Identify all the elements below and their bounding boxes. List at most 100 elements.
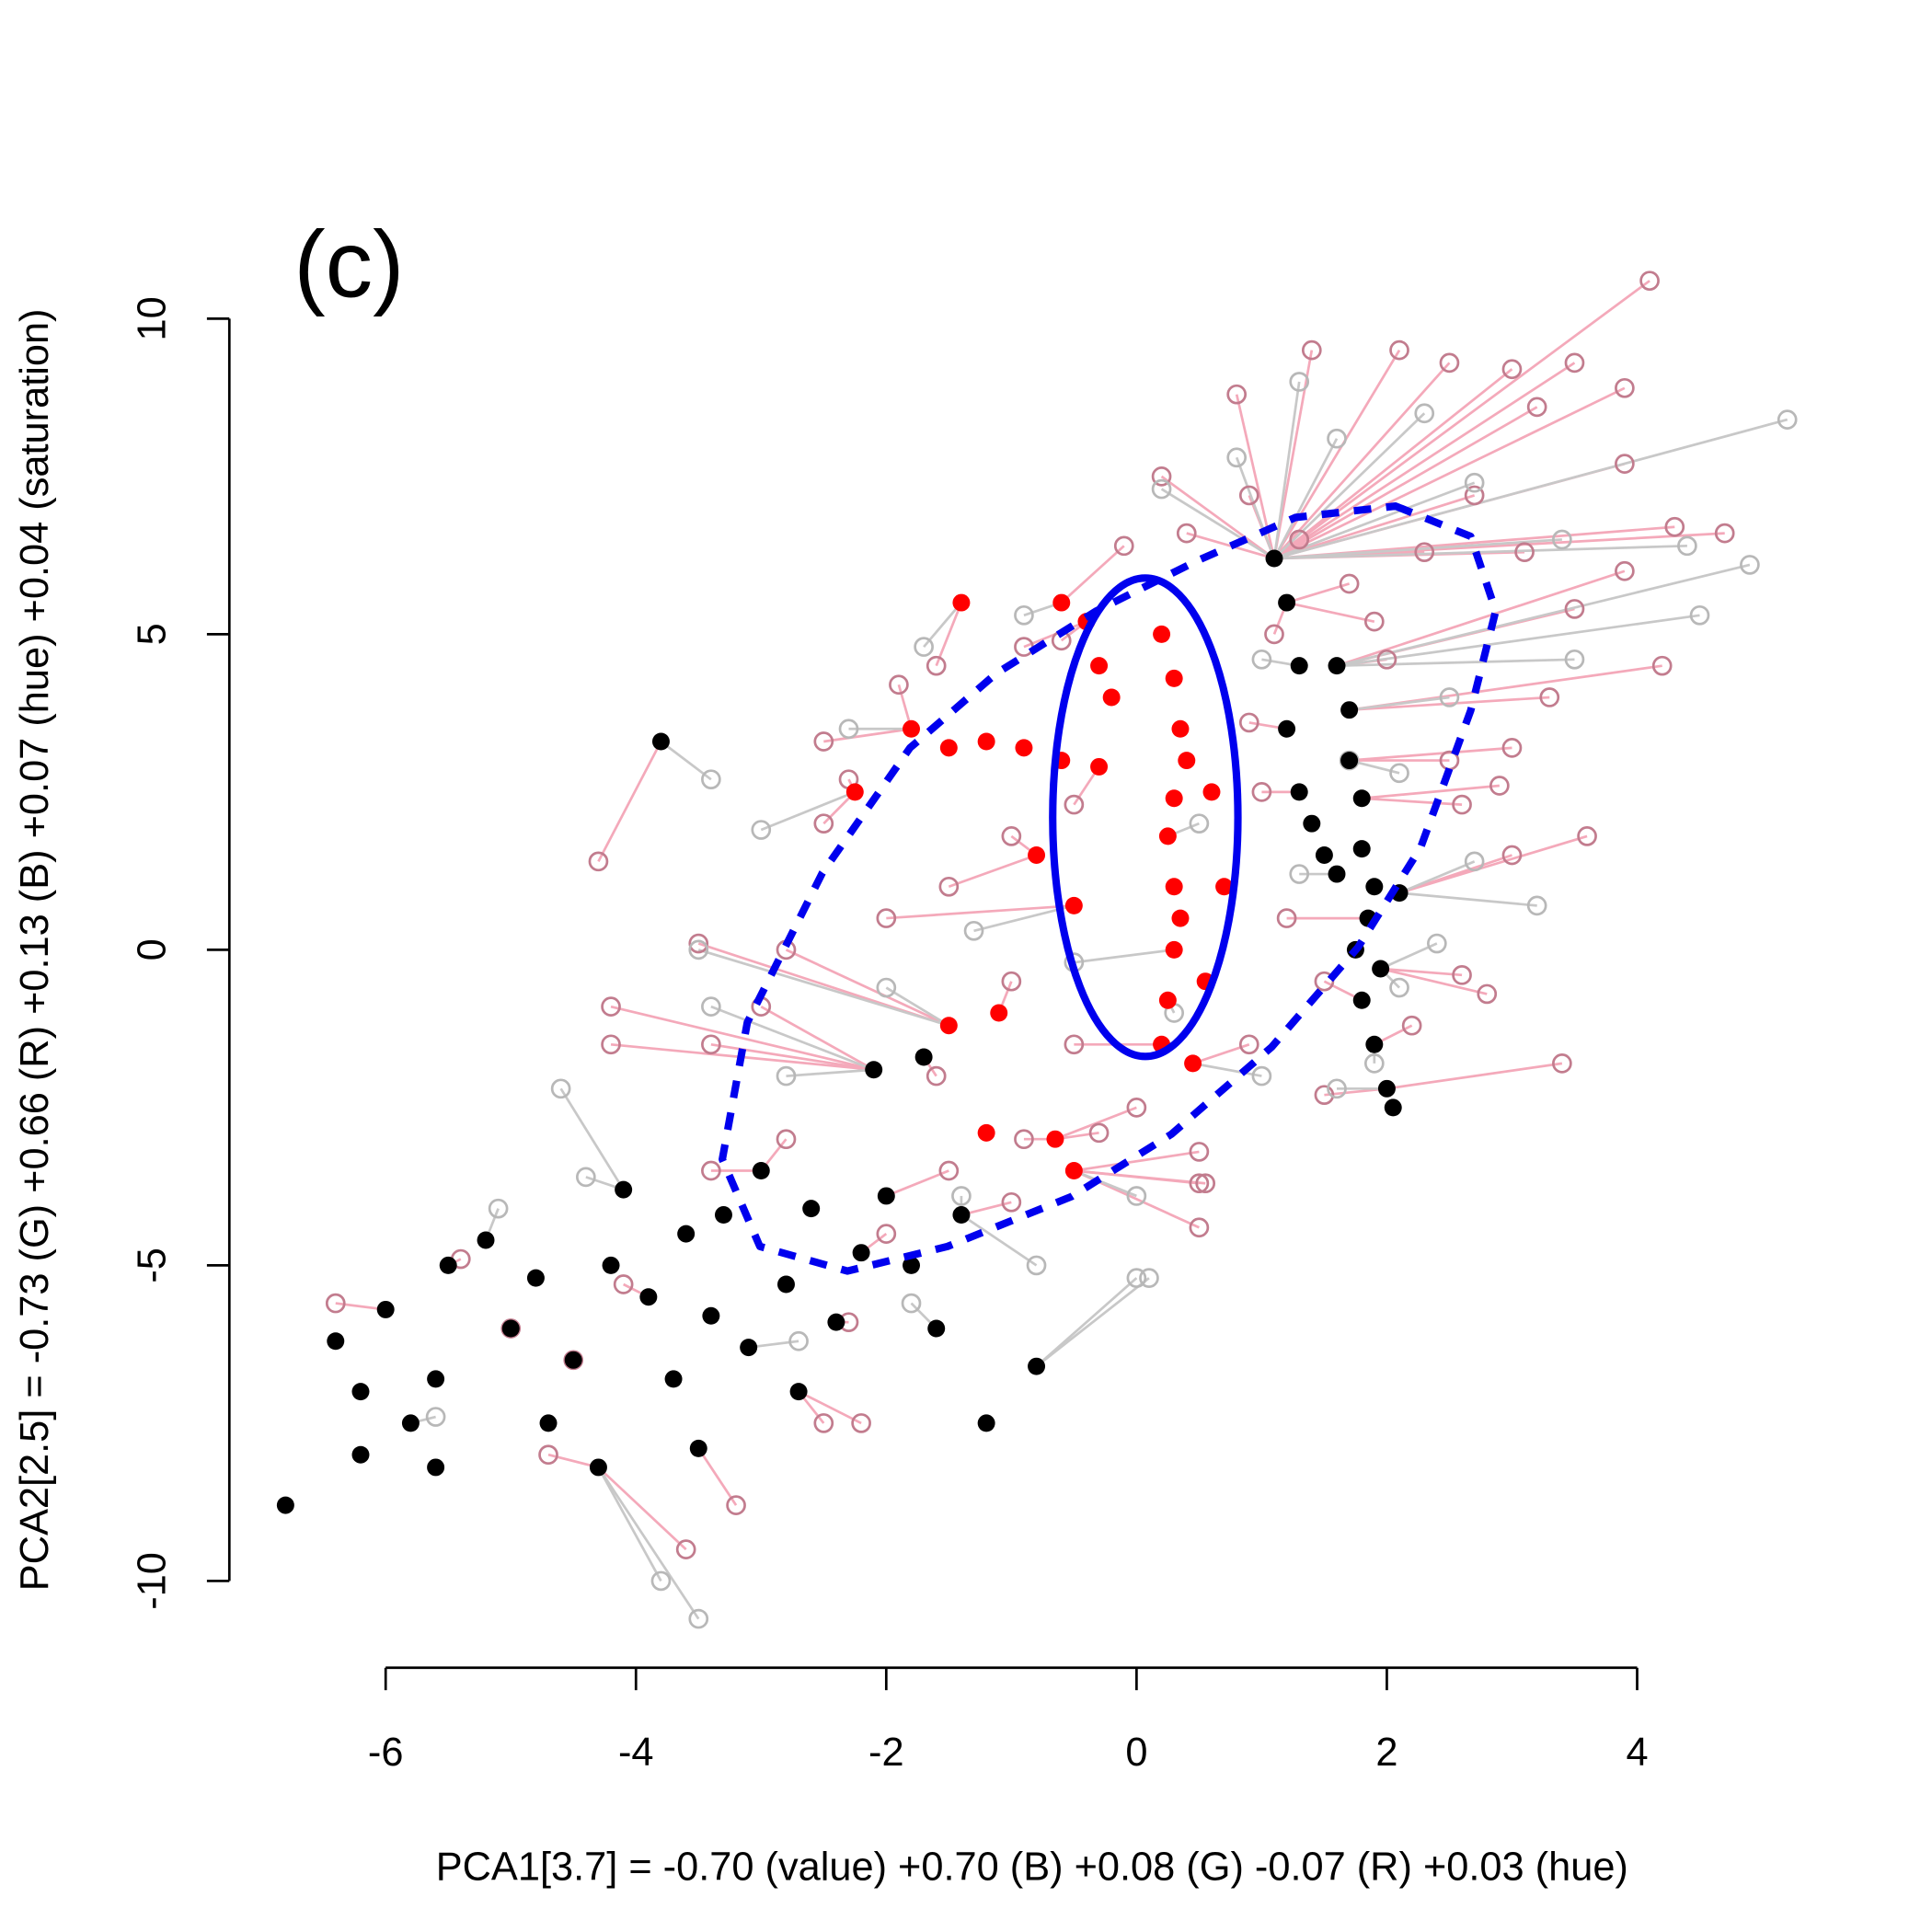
link-line — [1273, 538, 1562, 560]
point — [501, 1319, 520, 1338]
link-line — [760, 790, 856, 832]
point — [1564, 649, 1585, 670]
point — [1289, 529, 1310, 550]
point — [1289, 372, 1310, 392]
point — [1340, 701, 1359, 719]
point — [1064, 1034, 1085, 1055]
point — [1001, 826, 1022, 846]
link-line — [1186, 532, 1275, 560]
link-line — [1273, 362, 1576, 560]
point — [889, 674, 909, 696]
link-line — [697, 949, 949, 1028]
link-line — [1336, 658, 1575, 668]
point — [813, 813, 834, 834]
point — [1327, 428, 1347, 449]
point — [1264, 624, 1284, 645]
point — [1439, 687, 1460, 707]
point — [276, 1496, 294, 1514]
point — [1352, 991, 1371, 1009]
point — [1001, 1191, 1022, 1213]
point — [939, 1017, 958, 1035]
point — [1526, 397, 1547, 418]
link-line — [1349, 696, 1550, 712]
point — [664, 1370, 683, 1388]
point — [677, 1225, 696, 1243]
link-line — [1273, 368, 1513, 560]
point — [1090, 757, 1109, 776]
y-tick-label: -10 — [130, 1552, 174, 1610]
point — [813, 731, 834, 752]
link-line — [935, 602, 963, 667]
point — [1315, 845, 1333, 864]
x-axis-label: PCA1[3.7] = -0.70 (value) +0.70 (B) +0.0… — [436, 1846, 1628, 1890]
point — [1365, 1035, 1384, 1053]
link-line — [710, 1042, 874, 1072]
x-tick-label: -4 — [618, 1731, 654, 1775]
point — [952, 593, 971, 612]
point — [1090, 657, 1109, 675]
point — [576, 1167, 596, 1188]
point — [1226, 447, 1248, 468]
point — [1126, 1186, 1147, 1206]
point — [1664, 516, 1685, 537]
point — [1577, 826, 1597, 846]
y-axis-label: PCA2[2.5] = -0.73 (G) +0.66 (R) +0.13 (B… — [13, 309, 57, 1592]
point — [1165, 940, 1183, 959]
point — [1615, 560, 1635, 581]
link-line — [886, 904, 1075, 920]
link-line — [1349, 696, 1450, 712]
point — [851, 1413, 871, 1433]
point — [1303, 814, 1321, 833]
link-line — [1272, 349, 1401, 559]
point — [588, 851, 609, 872]
point — [1251, 1065, 1272, 1087]
point — [876, 977, 897, 998]
link-line — [960, 1213, 1038, 1267]
point — [1526, 895, 1547, 916]
point — [1389, 339, 1409, 361]
link-line — [1272, 438, 1339, 559]
point — [1651, 655, 1673, 676]
link-line — [786, 1068, 874, 1077]
link-line — [1273, 544, 1687, 560]
point — [789, 1383, 808, 1401]
link-line — [1380, 967, 1488, 995]
link-line — [1286, 601, 1375, 623]
point — [615, 1180, 633, 1199]
point — [589, 1458, 607, 1477]
point — [1165, 878, 1183, 896]
y-tick-label: -5 — [130, 1248, 174, 1283]
point — [1139, 1268, 1159, 1288]
link-line — [597, 1466, 687, 1551]
point — [376, 1300, 395, 1318]
point — [702, 1306, 720, 1325]
link-line — [597, 741, 662, 862]
point — [526, 1269, 545, 1287]
point — [701, 769, 721, 789]
point — [1046, 1130, 1064, 1148]
boundary-curve — [719, 502, 1500, 1275]
point — [601, 1034, 621, 1055]
link-line — [885, 986, 950, 1027]
point — [1189, 813, 1210, 834]
point — [1151, 478, 1172, 500]
link-line — [1273, 406, 1538, 560]
point — [901, 1293, 922, 1314]
link-line — [1192, 1062, 1262, 1077]
link-line — [1349, 746, 1512, 762]
point — [613, 1274, 634, 1294]
point — [550, 1078, 571, 1099]
link-line — [1336, 614, 1700, 668]
point — [1340, 752, 1359, 770]
link-line — [559, 1087, 625, 1190]
point — [1289, 864, 1310, 884]
point — [1372, 960, 1390, 978]
point — [1189, 1142, 1210, 1162]
point — [852, 1244, 870, 1262]
point — [689, 1439, 707, 1457]
point — [1564, 352, 1585, 374]
point — [1464, 485, 1485, 506]
point — [651, 732, 670, 751]
point — [1452, 964, 1472, 985]
